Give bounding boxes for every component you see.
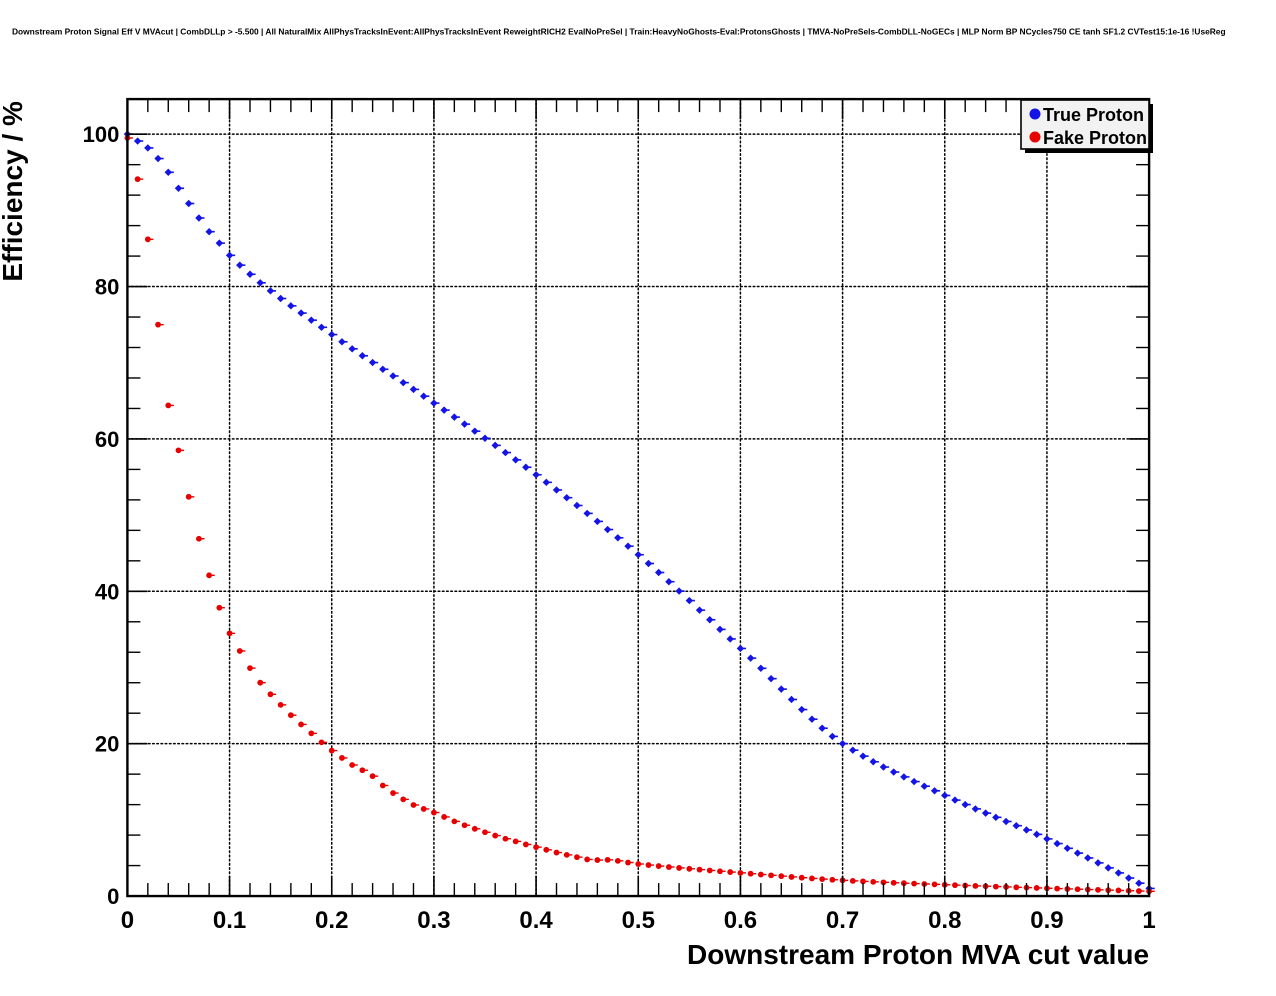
- svg-text:80: 80: [95, 275, 119, 300]
- svg-text:Downstream Proton Signal Eff V: Downstream Proton Signal Eff V MVAcut | …: [12, 27, 1226, 37]
- svg-text:1: 1: [1142, 907, 1155, 934]
- svg-text:0: 0: [121, 907, 134, 934]
- svg-text:40: 40: [95, 579, 119, 604]
- svg-text:Downstream Proton MVA cut valu: Downstream Proton MVA cut value: [687, 939, 1149, 970]
- svg-text:0.9: 0.9: [1030, 907, 1063, 934]
- svg-text:0.3: 0.3: [417, 907, 450, 934]
- svg-text:0.4: 0.4: [519, 907, 553, 934]
- svg-text:20: 20: [95, 732, 119, 757]
- svg-text:0.2: 0.2: [315, 907, 348, 934]
- svg-text:0.6: 0.6: [724, 907, 757, 934]
- svg-text:Fake Proton: Fake Proton: [1043, 128, 1147, 148]
- svg-text:0.8: 0.8: [928, 907, 961, 934]
- svg-text:0.7: 0.7: [826, 907, 859, 934]
- svg-text:60: 60: [95, 427, 119, 452]
- svg-text:0.1: 0.1: [213, 907, 246, 934]
- svg-text:Efficiency / %: Efficiency / %: [0, 101, 28, 282]
- svg-text:True Proton: True Proton: [1043, 105, 1144, 125]
- svg-text:100: 100: [83, 122, 120, 147]
- svg-text:0: 0: [107, 884, 119, 909]
- svg-text:0.5: 0.5: [622, 907, 655, 934]
